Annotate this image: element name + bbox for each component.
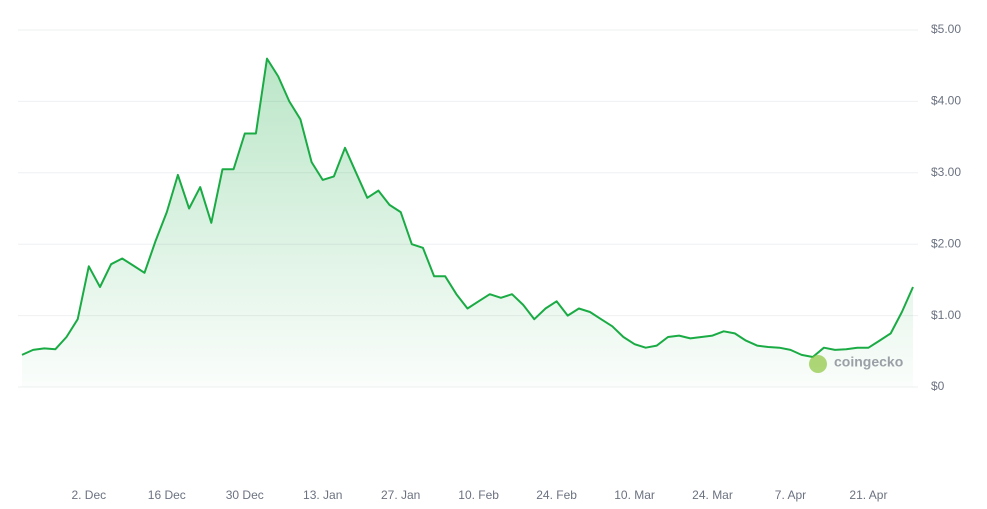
watermark-logo: [809, 355, 827, 373]
x-tick-label: 16 Dec: [148, 488, 186, 502]
x-tick-label: 10. Mar: [614, 488, 655, 502]
x-tick-label: 24. Mar: [692, 488, 733, 502]
y-tick-label: $2.00: [931, 236, 961, 250]
area: [22, 58, 913, 387]
x-tick-label: 24. Feb: [536, 488, 577, 502]
watermark: coingecko: [809, 354, 903, 373]
y-tick-label: $1.00: [931, 308, 961, 322]
x-tick-label: 2. Dec: [71, 488, 106, 502]
x-tick-label: 30 Dec: [226, 488, 264, 502]
x-tick-label: 27. Jan: [381, 488, 420, 502]
watermark-text: coingecko: [834, 354, 903, 370]
x-tick-label: 7. Apr: [775, 488, 806, 502]
y-tick-label: $3.00: [931, 165, 961, 179]
y-tick-label: $5.00: [931, 22, 961, 36]
x-tick-label: 10. Feb: [458, 488, 499, 502]
line: [21, 57, 914, 358]
y-tick-label: $0: [931, 379, 945, 393]
x-tick-label: 13. Jan: [303, 488, 342, 502]
y-tick-label: $4.00: [931, 94, 961, 108]
x-tick-label: 21. Apr: [849, 488, 887, 502]
